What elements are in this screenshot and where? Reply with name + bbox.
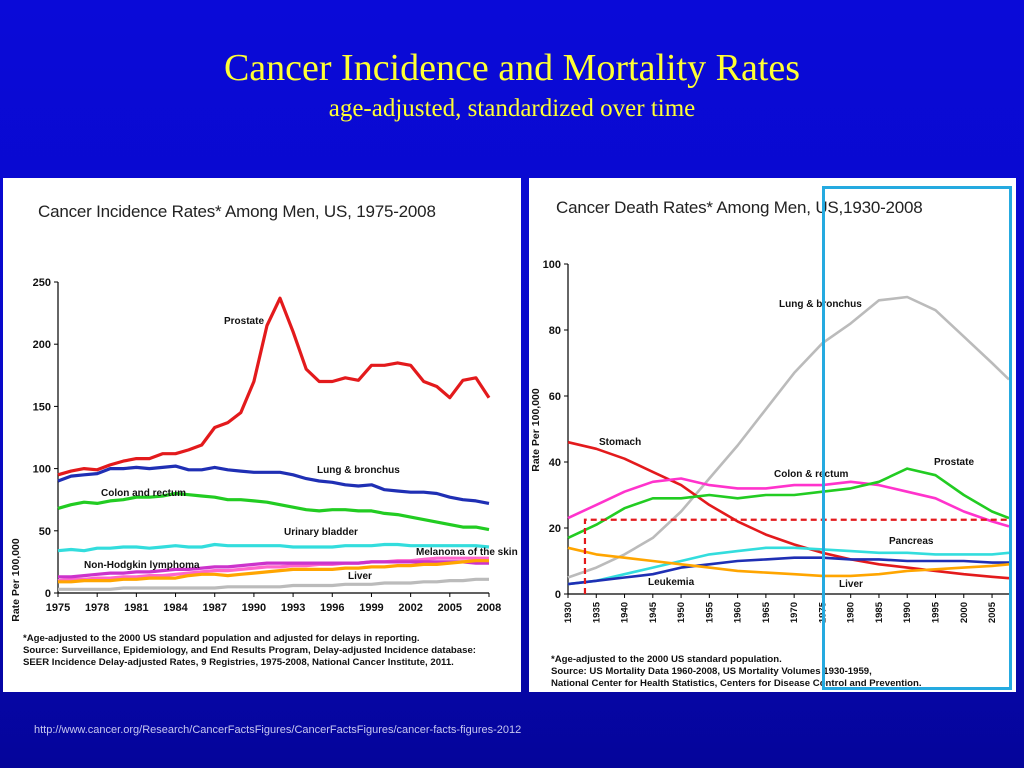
y-tick-label: 100 (543, 259, 561, 271)
incidence-chart-panel: Cancer Incidence Rates* Among Men, US, 1… (3, 178, 521, 692)
series-line-lung-bronchus (57, 464, 490, 505)
x-tick-label: 2002 (398, 602, 422, 614)
x-tick-label: 2005 (987, 601, 998, 623)
y-tick-label: 200 (33, 339, 51, 351)
series-label-melanoma-of-the-skin: Melanoma of the skin (416, 547, 518, 558)
highlight-box (822, 186, 1012, 690)
y-tick-label: 250 (33, 277, 51, 289)
y-tick-label: 60 (549, 391, 561, 403)
x-tick-label: 1930 (563, 602, 574, 623)
series-line-melanoma-of-the-skin (57, 556, 489, 583)
x-tick-label: 1950 (676, 602, 687, 623)
series-label-prostate: Prostate (224, 316, 264, 327)
y-tick-label: 40 (549, 457, 561, 469)
series-label-liver: Liver (839, 579, 863, 590)
x-tick-label: 1980 (846, 602, 857, 623)
series-label-pancreas: Pancreas (889, 536, 934, 547)
series-line-colon-rectum (567, 477, 1010, 528)
series-label-prostate: Prostate (934, 457, 974, 468)
x-tick-label: 1945 (648, 601, 659, 623)
x-tick-label: 1978 (85, 602, 109, 614)
x-tick-label: 1990 (242, 602, 266, 614)
dashed-highlight-line (583, 518, 1009, 594)
series-line-leukemia (567, 556, 1009, 586)
x-tick-label: 2005 (438, 602, 462, 614)
incidence-chart-title: Cancer Incidence Rates* Among Men, US, 1… (38, 202, 436, 221)
y-tick-label: 0 (45, 588, 51, 600)
x-tick-label: 1987 (202, 602, 226, 614)
y-tick-label: 80 (549, 325, 561, 337)
series-line-prostate (57, 296, 491, 477)
series-line-urinary-bladder (57, 542, 490, 553)
x-tick-label: 1960 (733, 602, 744, 623)
series-label-liver: Liver (348, 571, 372, 582)
mortality-chart-title: Cancer Death Rates* Among Men, US,1930-2… (556, 198, 923, 217)
x-tick-label: 1999 (359, 602, 383, 614)
x-tick-label: 1990 (902, 602, 913, 623)
series-line-colon-and-rectum (57, 491, 490, 532)
series-line-prostate (567, 467, 1010, 540)
x-tick-label: 1975 (46, 602, 70, 614)
incidence-footnote-3: SEER Incidence Delay-adjusted Rates, 9 R… (23, 657, 454, 668)
y-tick-label: 0 (555, 589, 561, 601)
incidence-footnote-2: Source: Surveillance, Epidemiology, and … (23, 645, 476, 656)
x-tick-label: 2008 (477, 602, 501, 614)
series-label-urinary-bladder: Urinary bladder (284, 527, 358, 538)
series-line-liver (58, 577, 489, 591)
x-tick-label: 1935 (591, 601, 602, 623)
source-url[interactable]: http://www.cancer.org/Research/CancerFac… (34, 724, 522, 736)
series-label-leukemia: Leukemia (648, 577, 695, 588)
x-tick-label: 1965 (761, 601, 772, 623)
series-label-lung-bronchus: Lung & bronchus (779, 299, 862, 310)
series-line-unnamed-7 (58, 559, 489, 584)
series-label-colon-rectum: Colon & rectum (774, 469, 849, 480)
series-label-colon-and-rectum: Colon and rectum (101, 488, 186, 499)
x-tick-label: 1981 (124, 602, 148, 614)
series-line-pancreas (567, 546, 1010, 586)
x-tick-label: 1955 (704, 601, 715, 623)
y-tick-label: 100 (33, 464, 51, 476)
series-line-lung-bronchus (567, 295, 1010, 579)
slide-title: Cancer Incidence and Mortality Rates (223, 47, 801, 89)
y-tick-label: 20 (549, 523, 561, 535)
y-tick-label: 50 (39, 526, 51, 538)
incidence-chart-svg: 0 50 100 150 200 250 1975 1978 1981 1984 1987 1990 1… (33, 277, 518, 614)
mortality-footnote-1: *Age-adjusted to the 2000 US standard po… (551, 654, 782, 665)
mortality-footnote-3: National Center for Health Statistics, C… (551, 678, 922, 689)
mortality-footnote-2: Source: US Mortality Data 1960-2008, US … (551, 666, 872, 677)
series-label-stomach: Stomach (599, 437, 641, 448)
series-line-stomach (567, 440, 1010, 580)
x-tick-label: 1940 (620, 602, 631, 623)
mortality-chart-panel: Cancer Death Rates* Among Men, US,1930-2… (529, 178, 1016, 692)
mortality-chart-svg: 0 20 40 60 80 100 1930 1935 1940 1945 1950 1955 1960… (543, 259, 1010, 623)
x-tick-label: 1995 (931, 601, 942, 623)
series-line-non-hodgkin-lymphoma (58, 560, 489, 579)
series-label-non-hodgkin-lymphoma: Non-Hodgkin lymphoma (84, 560, 200, 571)
incidence-footnote-1: *Age-adjusted to the 2000 US standard po… (23, 633, 420, 644)
x-tick-label: 1996 (320, 602, 344, 614)
series-label-lung-bronchus: Lung & bronchus (317, 465, 400, 476)
series-line-liver (567, 546, 1010, 578)
y-tick-label: 150 (33, 401, 51, 413)
x-tick-label: 1970 (789, 602, 800, 623)
x-tick-label: 1984 (163, 602, 188, 614)
x-tick-label: 1985 (874, 601, 885, 623)
x-tick-label: 1993 (281, 602, 305, 614)
slide-subtitle: age-adjusted, standardized over time (328, 95, 696, 122)
x-tick-label: 2000 (959, 602, 970, 623)
